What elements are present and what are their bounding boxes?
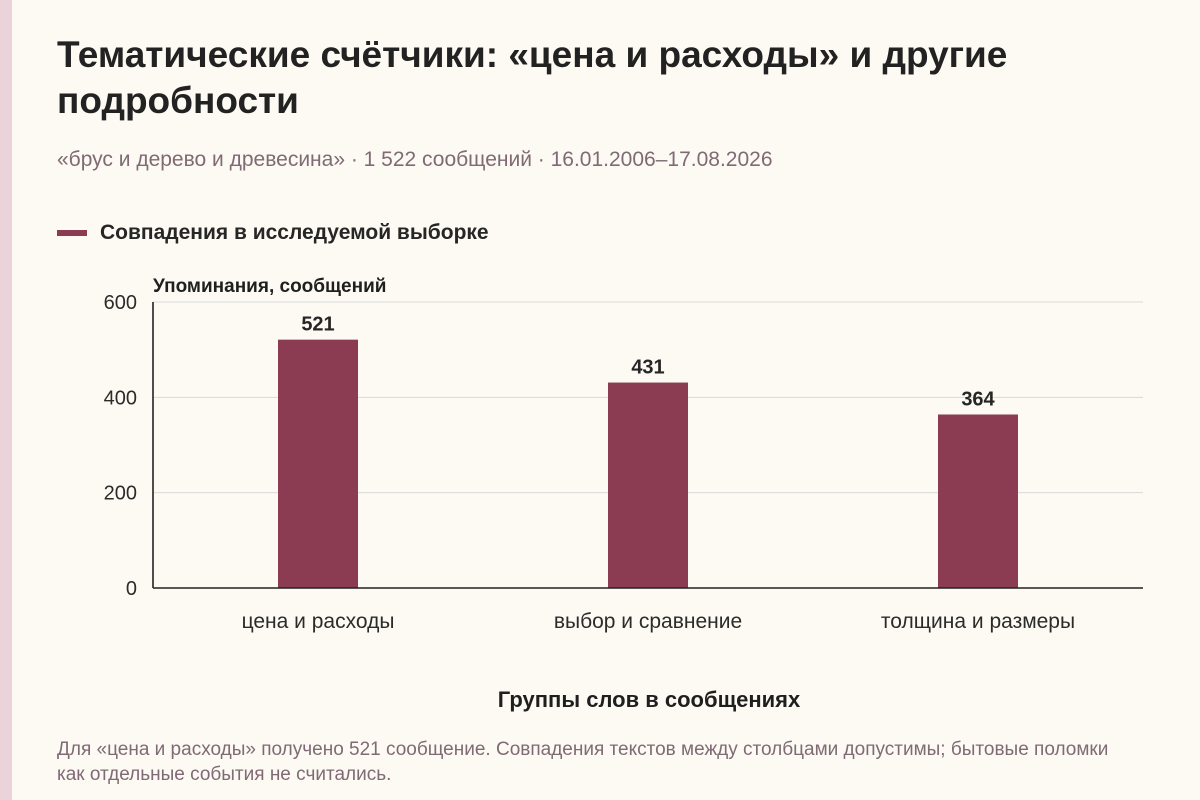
- x-axis-title: Группы слов в сообщениях: [498, 687, 801, 712]
- chart-subtitle: «брус и дерево и древесина» · 1 522 сооб…: [57, 148, 773, 171]
- x-tick-label: выбор и сравнение: [554, 610, 742, 633]
- y-axis-title: Упоминания, сообщений: [153, 276, 386, 297]
- bar-layer: [278, 339, 1018, 588]
- bar-1: [278, 339, 358, 588]
- footnote: Для «цена и расходы» получено 521 сообще…: [57, 739, 1109, 785]
- x-tick-label: толщина и размеры: [881, 610, 1075, 633]
- y-tick-label: 0: [126, 578, 137, 600]
- accent-strip: [0, 0, 12, 800]
- y-tick-label: 600: [104, 292, 137, 314]
- bar-3: [938, 414, 1018, 588]
- bar-value-label: 364: [961, 388, 995, 410]
- value-label-layer: 521 431 364: [301, 314, 995, 411]
- bar-2: [608, 382, 688, 588]
- x-tick-label: цена и расходы: [242, 610, 395, 633]
- legend-label: Совпадения в исследуемой выборке: [100, 221, 489, 244]
- chart-title: Тематические счётчики: «цена и расходы» …: [57, 34, 1008, 121]
- legend-swatch: [57, 230, 87, 236]
- y-tick-layer: 0 200 400 600: [104, 292, 137, 600]
- x-tick-layer: цена и расходы выбор и сравнение толщина и…: [242, 610, 1076, 633]
- bar-value-label: 521: [301, 314, 334, 336]
- bar-value-label: 431: [631, 357, 664, 379]
- legend: Совпадения в исследуемой выборке: [57, 218, 489, 248]
- y-tick-label: 400: [104, 387, 137, 409]
- y-tick-label: 200: [104, 483, 137, 505]
